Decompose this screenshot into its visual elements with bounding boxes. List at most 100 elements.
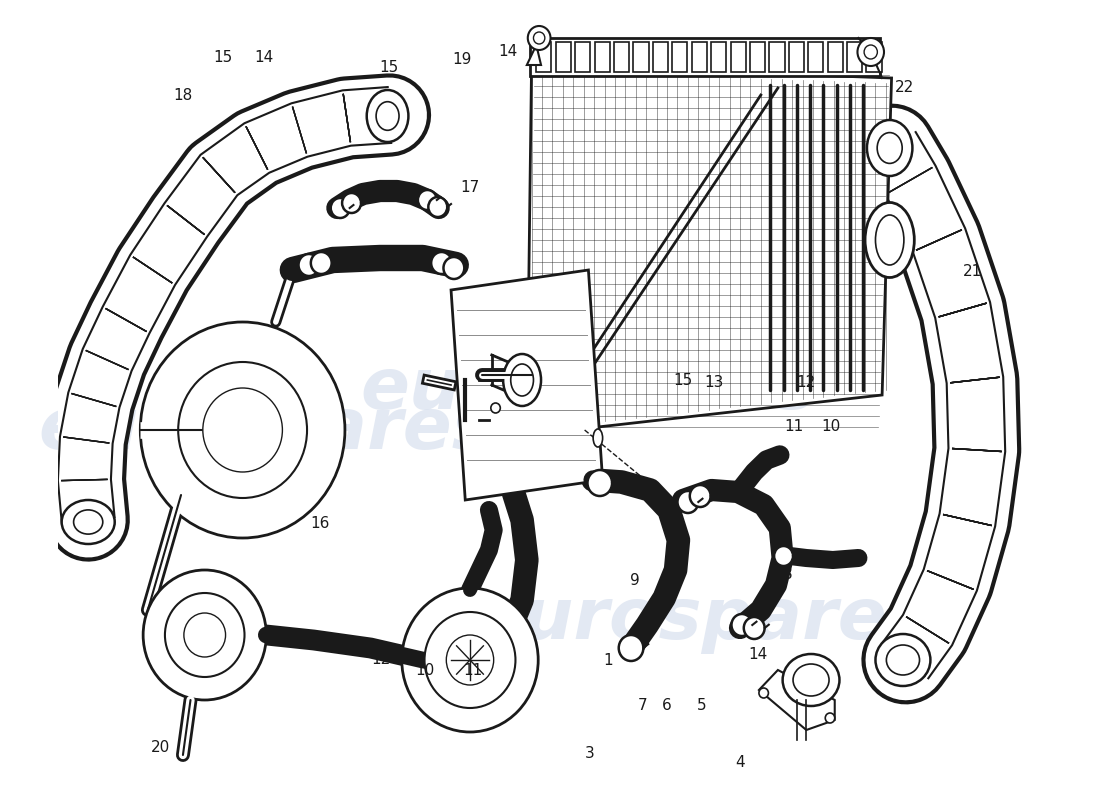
Ellipse shape <box>887 645 920 675</box>
Circle shape <box>443 257 464 279</box>
Circle shape <box>431 252 452 274</box>
Bar <box>827 42 843 72</box>
Ellipse shape <box>593 429 603 447</box>
Polygon shape <box>527 45 541 65</box>
Ellipse shape <box>877 133 902 163</box>
Text: 1: 1 <box>603 654 613 668</box>
Bar <box>537 42 551 72</box>
Circle shape <box>447 635 494 685</box>
Bar <box>634 42 649 72</box>
Circle shape <box>418 190 437 210</box>
Circle shape <box>865 45 878 59</box>
Bar <box>575 42 591 72</box>
Text: 5: 5 <box>697 698 706 713</box>
Text: 9: 9 <box>630 574 640 588</box>
Ellipse shape <box>782 654 839 706</box>
Circle shape <box>184 613 226 657</box>
Text: 20: 20 <box>151 741 169 755</box>
Bar <box>692 42 707 72</box>
Circle shape <box>342 193 361 213</box>
Bar <box>672 42 688 72</box>
Circle shape <box>528 26 550 50</box>
Text: 11: 11 <box>463 663 482 678</box>
Text: eurospares: eurospares <box>360 355 817 425</box>
Bar <box>595 42 609 72</box>
Text: 4: 4 <box>736 755 746 770</box>
Text: 16: 16 <box>311 517 330 531</box>
Text: 10: 10 <box>415 663 434 678</box>
Circle shape <box>732 614 752 636</box>
Ellipse shape <box>74 510 102 534</box>
Circle shape <box>311 252 332 274</box>
Bar <box>769 42 784 72</box>
Circle shape <box>165 593 244 677</box>
Text: 19: 19 <box>452 52 472 66</box>
Text: 14: 14 <box>254 50 274 65</box>
Bar <box>614 42 629 72</box>
Circle shape <box>202 388 283 472</box>
Text: 18: 18 <box>174 89 192 103</box>
Ellipse shape <box>876 215 904 265</box>
Text: 3: 3 <box>584 746 594 761</box>
Circle shape <box>178 362 307 498</box>
Bar <box>652 42 668 72</box>
Polygon shape <box>527 65 892 435</box>
Circle shape <box>774 546 793 566</box>
Bar <box>711 42 726 72</box>
Circle shape <box>298 254 319 276</box>
Text: 22: 22 <box>894 81 914 95</box>
Bar <box>808 42 824 72</box>
Ellipse shape <box>793 664 829 696</box>
Text: 15: 15 <box>213 50 232 65</box>
Text: 15: 15 <box>673 374 693 388</box>
Circle shape <box>744 617 764 639</box>
Text: 11: 11 <box>784 419 803 434</box>
Circle shape <box>759 688 769 698</box>
Text: 12: 12 <box>796 375 816 390</box>
Text: 13: 13 <box>705 375 724 390</box>
Ellipse shape <box>62 500 114 544</box>
Ellipse shape <box>876 634 931 686</box>
Polygon shape <box>759 670 835 730</box>
Text: 10: 10 <box>822 419 840 434</box>
Ellipse shape <box>865 202 914 278</box>
Bar <box>530 38 880 76</box>
Bar <box>867 42 881 72</box>
Circle shape <box>690 485 711 507</box>
Circle shape <box>331 198 350 218</box>
Text: 2: 2 <box>524 561 534 575</box>
Text: 21: 21 <box>964 265 982 279</box>
Text: 17: 17 <box>460 181 480 195</box>
Text: 15: 15 <box>379 60 399 74</box>
Circle shape <box>858 38 884 66</box>
Circle shape <box>825 713 835 723</box>
Ellipse shape <box>503 354 541 406</box>
Text: 14: 14 <box>498 45 518 59</box>
Text: 14: 14 <box>749 647 768 662</box>
Circle shape <box>402 588 538 732</box>
Bar <box>556 42 571 72</box>
Text: 8: 8 <box>782 567 792 582</box>
Circle shape <box>428 197 448 217</box>
Text: 12: 12 <box>372 653 390 667</box>
Bar <box>750 42 766 72</box>
Circle shape <box>425 612 516 708</box>
Polygon shape <box>451 270 603 500</box>
Text: eurospares: eurospares <box>474 586 931 654</box>
Circle shape <box>491 403 501 413</box>
Bar <box>789 42 804 72</box>
Bar <box>847 42 862 72</box>
Circle shape <box>143 570 266 700</box>
Text: 6: 6 <box>661 698 671 713</box>
Ellipse shape <box>867 120 912 176</box>
Circle shape <box>587 470 612 496</box>
Bar <box>730 42 746 72</box>
Circle shape <box>618 635 644 661</box>
Circle shape <box>678 491 698 513</box>
Text: 7: 7 <box>638 698 647 713</box>
Circle shape <box>534 32 544 44</box>
Text: eurospares: eurospares <box>37 395 495 465</box>
Ellipse shape <box>376 102 399 130</box>
Ellipse shape <box>366 90 408 142</box>
Circle shape <box>141 322 345 538</box>
